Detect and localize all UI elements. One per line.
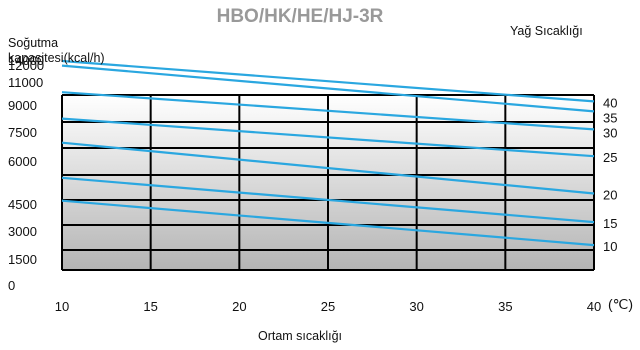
series-label-30: 30 xyxy=(603,125,617,140)
x-axis-unit: (℃) xyxy=(608,296,633,312)
y-tick-label: 4500 xyxy=(8,197,37,212)
y-axis-label-line1: Soğutma xyxy=(8,36,58,50)
y-tick-label: 7500 xyxy=(8,125,37,140)
x-tick-label: 10 xyxy=(55,299,69,314)
x-tick-label: 25 xyxy=(321,299,335,314)
x-tick-label: 40 xyxy=(587,299,601,314)
y-tick-label: 3000 xyxy=(8,224,37,239)
series-label-15: 15 xyxy=(603,216,617,231)
y-tick-label: 11000 xyxy=(8,75,43,90)
right-axis-label: Yağ Sıcaklığı xyxy=(510,24,583,38)
series-label-25: 25 xyxy=(603,150,617,165)
y-tick-label: 6000 xyxy=(8,154,37,169)
series-label-20: 20 xyxy=(603,188,617,203)
x-tick-labels: 10 15 20 25 30 35 40 xyxy=(55,299,601,314)
y-tick-label: 1500 xyxy=(8,252,37,267)
series-label-10: 10 xyxy=(603,239,617,254)
series-label-35: 35 xyxy=(603,110,617,125)
y-tick-label: 9000 xyxy=(8,98,37,113)
x-axis-label: Ortam sıcaklığı xyxy=(258,329,342,343)
x-tick-label: 15 xyxy=(143,299,157,314)
x-tick-label: 30 xyxy=(409,299,423,314)
y-axis-label-line2: kapasitesi(kcal/h) xyxy=(8,51,105,65)
y-tick-label: 0 xyxy=(8,278,15,293)
chart-title: HBO/HK/HE/HJ-3R xyxy=(217,6,384,27)
x-tick-label: 35 xyxy=(498,299,512,314)
series-label-40: 40 xyxy=(603,95,617,110)
x-tick-label: 20 xyxy=(232,299,246,314)
